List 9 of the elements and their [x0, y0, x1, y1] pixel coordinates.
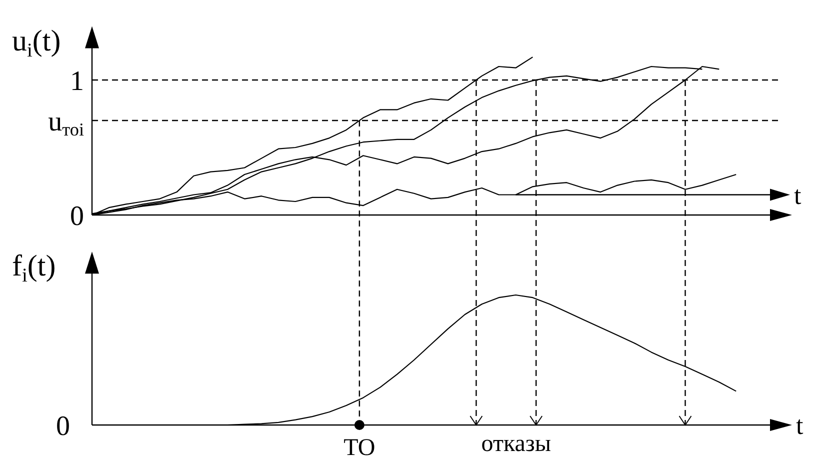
y-tick-label: 1: [70, 66, 84, 97]
text: отказы: [481, 431, 552, 457]
x-axis-title: t: [796, 411, 804, 440]
y-tick-label: 0: [70, 200, 84, 232]
y-axis-title: u$_{i}$(t): [12, 24, 61, 62]
y-tick-label: u$_{тоi}$: [48, 106, 84, 140]
x-axis-title: t: [794, 180, 802, 210]
text: ТО: [344, 435, 376, 461]
y-axis-title: f$_{i}$(t): [12, 250, 56, 287]
